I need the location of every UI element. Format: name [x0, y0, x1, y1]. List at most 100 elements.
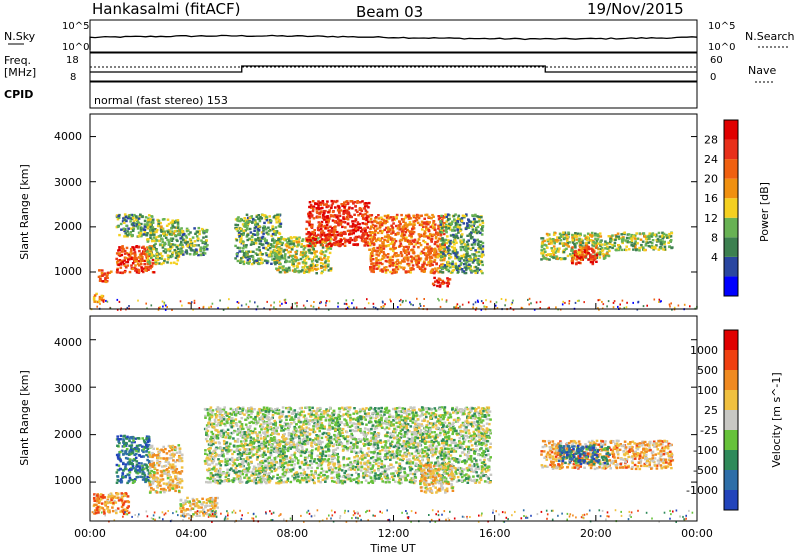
heat-cell — [391, 219, 394, 222]
heat-cell — [540, 245, 544, 249]
heat-cell — [241, 223, 245, 226]
heat-cell — [297, 237, 301, 241]
heat-cell — [317, 204, 320, 207]
heat-cell — [280, 236, 283, 239]
heat-cell — [574, 232, 577, 235]
heat-cell — [94, 511, 98, 515]
heat-cell — [344, 226, 347, 229]
heat-cell — [199, 248, 203, 251]
heat-cell — [182, 233, 186, 236]
heat-cell — [528, 297, 531, 300]
heat-cell — [548, 258, 551, 261]
heat-cell — [423, 305, 425, 307]
heat-cell — [139, 263, 143, 266]
heat-cell — [337, 305, 339, 308]
heat-cell — [386, 231, 389, 234]
heat-cell — [304, 268, 307, 271]
heat-cell — [239, 240, 242, 244]
heat-cell — [346, 222, 350, 226]
heat-cell — [376, 231, 380, 235]
heat-cell — [382, 247, 386, 250]
heat-cell — [350, 232, 353, 235]
heat-cell — [340, 203, 343, 206]
heat-cell — [255, 248, 259, 251]
heat-cell — [425, 257, 428, 260]
heat-cell — [261, 213, 264, 217]
heat-cell — [141, 259, 144, 262]
heat-cell — [177, 233, 180, 236]
heat-cell — [251, 233, 255, 236]
heat-cell — [638, 249, 641, 252]
heat-cell — [180, 240, 183, 243]
heat-cell — [176, 221, 180, 224]
heat-cell — [159, 243, 162, 246]
heat-cell — [181, 229, 184, 233]
heat-cell — [115, 463, 119, 467]
heat-cell — [261, 258, 264, 261]
heat-cell — [315, 210, 319, 214]
heat-cell — [147, 265, 151, 269]
power-ylabel: Slant Range [km] — [18, 164, 31, 260]
heat-cell — [329, 230, 333, 234]
heat-cell — [381, 257, 384, 261]
heat-cell — [570, 249, 573, 252]
heat-cell — [189, 302, 191, 305]
heat-cell — [330, 199, 334, 203]
heat-cell — [158, 450, 161, 454]
heat-cell — [447, 282, 450, 285]
heat-cell — [169, 445, 172, 448]
heat-cell — [452, 247, 456, 250]
heat-cell — [478, 245, 481, 249]
heat-cell — [530, 302, 532, 305]
heat-cell — [198, 230, 201, 233]
heat-cell — [151, 218, 154, 222]
heat-cell — [441, 271, 445, 274]
heat-cell — [156, 472, 159, 475]
heat-cell — [150, 221, 153, 224]
colorbar-swatch — [724, 159, 738, 179]
heat-cell — [228, 298, 230, 301]
heat-cell — [161, 300, 164, 303]
heat-cell — [151, 262, 155, 265]
heat-cell — [296, 301, 298, 304]
heat-cell — [575, 253, 578, 256]
heat-cell — [435, 262, 438, 266]
heat-cell — [159, 221, 162, 225]
heat-cell — [277, 213, 281, 216]
heat-cell — [326, 226, 330, 229]
heat-cell — [279, 237, 283, 240]
heat-cell — [121, 472, 125, 475]
heat-cell — [319, 203, 323, 206]
heat-cell — [128, 270, 132, 274]
heat-cell — [135, 471, 138, 474]
heat-cell — [355, 238, 358, 241]
heat-cell — [369, 227, 372, 230]
heat-cell — [342, 217, 345, 220]
heat-cell — [443, 248, 446, 251]
heat-cell — [279, 222, 283, 225]
heat-cell — [101, 494, 105, 497]
heat-cell — [569, 253, 572, 256]
heat-cell — [278, 220, 281, 224]
heat-cell — [594, 246, 598, 249]
colorbar-tick-label: 16 — [704, 192, 718, 205]
heat-cell — [434, 280, 437, 283]
heat-cell — [155, 228, 159, 232]
heat-cell — [309, 244, 312, 248]
heat-cell — [139, 235, 143, 238]
heat-cell — [141, 246, 144, 249]
heat-cell — [163, 258, 167, 261]
heat-cell — [319, 207, 323, 210]
heat-cell — [275, 254, 279, 257]
heat-cell — [438, 299, 440, 302]
heat-cell — [342, 215, 345, 219]
heat-cell — [320, 232, 323, 235]
heat-cell — [194, 232, 197, 235]
heat-cell — [391, 231, 395, 234]
heat-cell — [339, 223, 343, 226]
heat-cell — [293, 268, 297, 271]
heat-cell — [367, 206, 370, 209]
heat-cell — [237, 301, 240, 304]
heat-cell — [553, 247, 557, 251]
heat-cell — [146, 475, 149, 479]
